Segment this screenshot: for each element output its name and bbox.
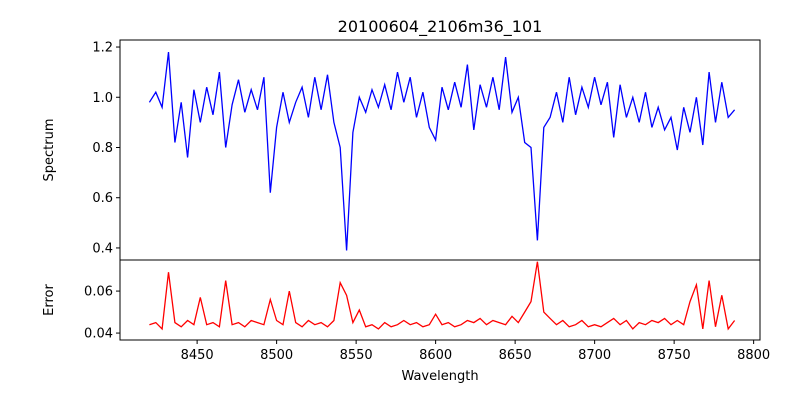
x-tick-label: 8650: [499, 348, 532, 363]
error-ylabel: Error: [42, 284, 57, 316]
y-tick-label: 0.06: [84, 285, 113, 300]
x-tick-label: 8700: [578, 348, 611, 363]
y-tick-label: 1.0: [92, 91, 113, 106]
error-axes: 0.04 0.06 8450 8500 8550 8600 8650 8700 8750 8800: [84, 259, 770, 363]
spectrum-axes: 0.4 0.6 0.8 1.0 1.2: [92, 39, 761, 261]
x-tick-label: 8500: [260, 348, 293, 363]
x-tick-label: 8450: [181, 348, 214, 363]
spectrum-ylabel: Spectrum: [42, 119, 57, 182]
chart-title: 20100604_2106m36_101: [338, 17, 543, 37]
x-tick-label: 8600: [419, 348, 452, 363]
spectrum-line: [148, 52, 736, 251]
y-tick-label: 0.8: [92, 141, 113, 156]
y-tick-label: 0.4: [92, 241, 113, 256]
x-axis-label: Wavelength: [401, 369, 478, 384]
y-tick-label: 0.04: [84, 327, 113, 342]
axes-frame: [119, 259, 761, 341]
x-tick-label: 8550: [340, 348, 373, 363]
error-line: [149, 261, 736, 331]
axes-frame: [119, 39, 761, 261]
x-tick-label: 8750: [658, 348, 691, 363]
y-tick-label: 0.6: [92, 191, 113, 206]
y-tick-label: 1.2: [92, 41, 113, 56]
x-tick-label: 8800: [737, 348, 770, 363]
